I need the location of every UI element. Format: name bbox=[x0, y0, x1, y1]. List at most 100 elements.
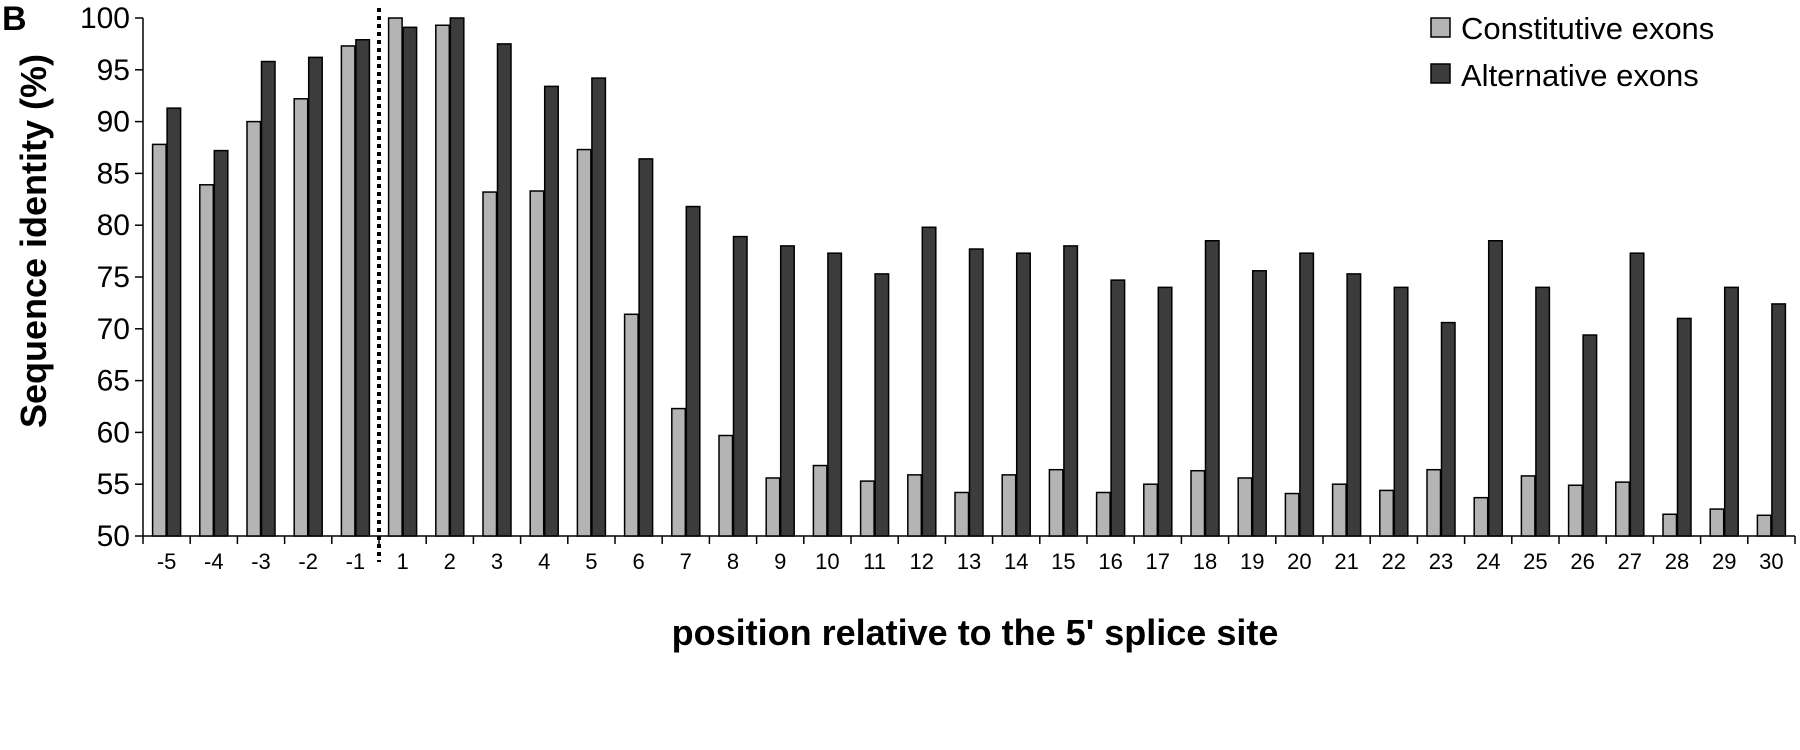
x-tick-label: 14 bbox=[1004, 549, 1028, 574]
x-tick-label: 21 bbox=[1334, 549, 1358, 574]
panel-label: B bbox=[2, 0, 27, 38]
x-tick-label: 9 bbox=[774, 549, 786, 574]
x-tick-label: 30 bbox=[1759, 549, 1783, 574]
bar-alternative bbox=[1299, 252, 1315, 537]
x-tick-label: 17 bbox=[1146, 549, 1170, 574]
bar-constitutive bbox=[1520, 475, 1536, 537]
bar-constitutive bbox=[340, 45, 356, 537]
x-axis: -5 -4 -3 -2 -1 1 2 3 4 5 6 7 8 9 10 11 12 13 14 15 16 17 18 19 2… bbox=[142, 535, 1796, 574]
bar-alternative bbox=[496, 43, 512, 537]
bar-constitutive bbox=[151, 143, 167, 537]
bar-constitutive bbox=[812, 464, 828, 537]
y-axis: 50 55 60 65 70 75 80 85 90 95 100 bbox=[80, 2, 144, 553]
bar-constitutive bbox=[954, 491, 970, 537]
bar-alternative bbox=[779, 245, 795, 537]
legend-label-alternative: Alternative exons bbox=[1461, 58, 1699, 93]
y-tick-label: 90 bbox=[97, 106, 130, 139]
bar-constitutive bbox=[671, 407, 687, 537]
bar-constitutive bbox=[1662, 513, 1678, 537]
bar-alternative bbox=[1582, 334, 1598, 537]
x-tick-label: 16 bbox=[1098, 549, 1122, 574]
bar-alternative bbox=[874, 273, 890, 537]
x-tick-label: 28 bbox=[1665, 549, 1689, 574]
bar-constitutive bbox=[1567, 484, 1583, 537]
x-tick-label: -1 bbox=[346, 549, 366, 574]
x-tick-label: -5 bbox=[157, 549, 177, 574]
bar-alternative bbox=[1487, 239, 1503, 537]
bar-alternative bbox=[968, 248, 984, 537]
bar-alternative bbox=[1204, 239, 1220, 537]
bar-constitutive bbox=[1615, 481, 1631, 537]
bar-alternative bbox=[1157, 286, 1173, 537]
bar-constitutive bbox=[1426, 468, 1442, 537]
y-tick-label: 50 bbox=[97, 520, 130, 553]
x-tick-label: 4 bbox=[538, 549, 550, 574]
bar-alternative bbox=[732, 235, 748, 537]
legend-swatch-constitutive bbox=[1430, 17, 1451, 38]
bar-constitutive bbox=[765, 477, 781, 537]
bar-alternative bbox=[166, 107, 182, 537]
bar-constitutive bbox=[199, 184, 215, 537]
x-tick-label: 7 bbox=[680, 549, 692, 574]
bar-alternative bbox=[1629, 252, 1645, 537]
x-tick-label: 26 bbox=[1570, 549, 1594, 574]
bar-constitutive bbox=[387, 17, 403, 537]
bar-constitutive bbox=[435, 24, 451, 537]
bar-alternative bbox=[1015, 252, 1031, 537]
x-tick-label: 11 bbox=[863, 549, 886, 574]
x-tick-label: 8 bbox=[727, 549, 739, 574]
bar-constitutive bbox=[1048, 468, 1064, 537]
x-tick-label: 24 bbox=[1476, 549, 1500, 574]
bar-constitutive bbox=[1709, 508, 1725, 537]
bar-constitutive bbox=[246, 120, 262, 537]
bar-constitutive bbox=[1237, 477, 1253, 537]
bar-alternative bbox=[638, 158, 654, 537]
bar-alternative bbox=[1723, 286, 1739, 537]
x-tick-label: -2 bbox=[298, 549, 318, 574]
x-tick-label: 2 bbox=[444, 549, 456, 574]
x-tick-label: 19 bbox=[1240, 549, 1264, 574]
bar-alternative bbox=[1771, 303, 1787, 537]
bar-alternative bbox=[402, 26, 418, 537]
legend: Constitutive exons Alternative exons bbox=[1430, 11, 1714, 93]
bar-constitutive bbox=[1379, 489, 1395, 537]
y-tick-label: 80 bbox=[97, 209, 130, 242]
bar-alternative bbox=[1251, 270, 1267, 537]
x-tick-label: 1 bbox=[396, 549, 408, 574]
bar-constitutive bbox=[293, 98, 309, 537]
x-tick-label: 5 bbox=[585, 549, 597, 574]
legend-label-constitutive: Constitutive exons bbox=[1461, 11, 1714, 46]
x-tick-label: 3 bbox=[491, 549, 503, 574]
bar-constitutive bbox=[1473, 496, 1489, 537]
x-tick-label: 13 bbox=[957, 549, 981, 574]
x-tick-label: -4 bbox=[204, 549, 224, 574]
bar-alternative bbox=[591, 77, 607, 537]
y-tick-label: 65 bbox=[97, 365, 130, 398]
bar-alternative bbox=[1110, 279, 1126, 537]
bar-alternative bbox=[1440, 321, 1456, 537]
x-tick-label: 23 bbox=[1429, 549, 1453, 574]
bars bbox=[151, 17, 1787, 537]
x-tick-label: 29 bbox=[1712, 549, 1736, 574]
y-tick-label: 85 bbox=[97, 157, 130, 190]
x-axis-title: position relative to the 5' splice site bbox=[672, 612, 1279, 653]
bar-alternative bbox=[1393, 286, 1409, 537]
x-tick-label: 18 bbox=[1193, 549, 1217, 574]
bar-constitutive bbox=[1001, 474, 1017, 537]
bar-constitutive bbox=[576, 148, 592, 537]
bar-constitutive bbox=[482, 191, 498, 537]
bar-alternative bbox=[213, 149, 229, 537]
bar-alternative bbox=[543, 85, 559, 537]
bar-constitutive bbox=[1190, 469, 1206, 537]
y-tick-label: 60 bbox=[97, 416, 130, 449]
x-tick-label: 25 bbox=[1523, 549, 1547, 574]
bar-constitutive bbox=[623, 313, 639, 537]
x-tick-label: 12 bbox=[910, 549, 934, 574]
bar-constitutive bbox=[718, 434, 734, 537]
x-tick-label: 15 bbox=[1051, 549, 1075, 574]
y-tick-label: 75 bbox=[97, 261, 130, 294]
bar-alternative bbox=[1063, 245, 1079, 537]
legend-swatch-alternative bbox=[1430, 63, 1451, 84]
bar-constitutive bbox=[1756, 514, 1772, 537]
